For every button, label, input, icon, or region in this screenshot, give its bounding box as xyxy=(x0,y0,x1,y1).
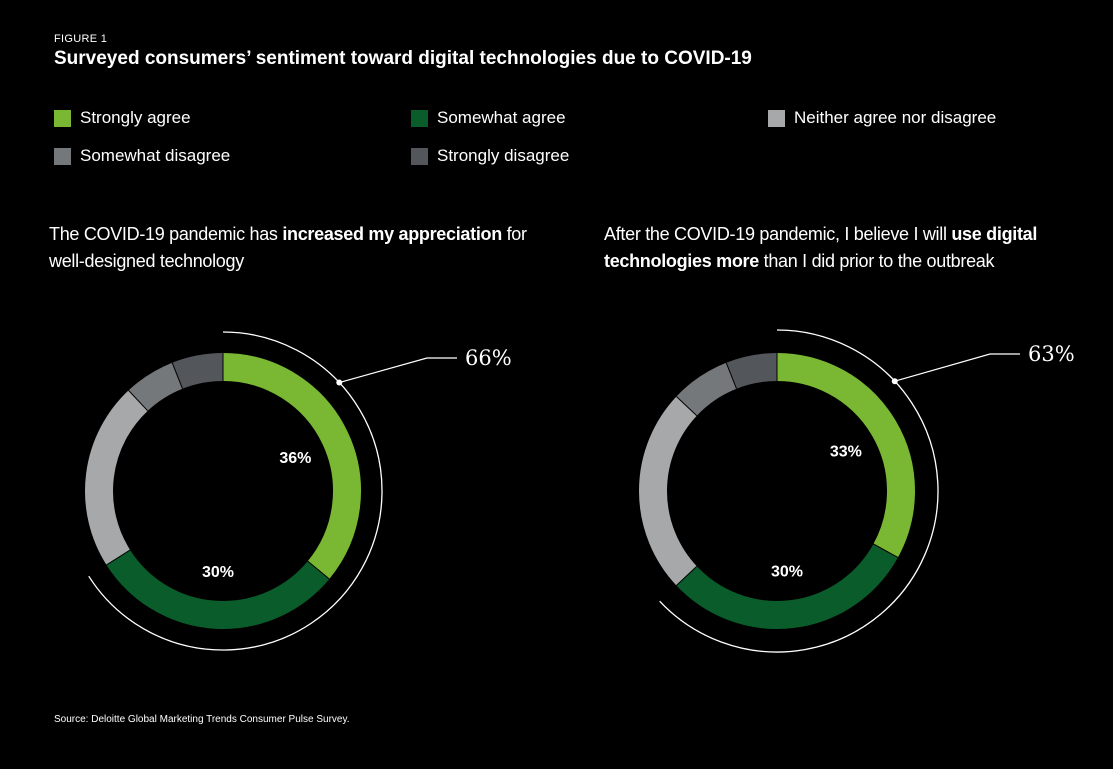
legend: Strongly agree Somewhat agree Neither ag… xyxy=(54,108,1054,178)
legend-item-neither: Neither agree nor disagree xyxy=(768,108,996,128)
chart-1-title: The COVID-19 pandemic has increased my a… xyxy=(49,221,529,275)
leader-line xyxy=(894,353,1020,382)
chart-2-title: After the COVID-19 pandemic, I believe I… xyxy=(604,221,1044,275)
legend-label: Neither agree nor disagree xyxy=(794,108,997,127)
agree-bracket-arc xyxy=(88,331,383,651)
donut-segment-strongly-agree xyxy=(222,353,361,579)
segment-separator xyxy=(676,565,698,586)
donut-segment-somewhat-agree xyxy=(106,549,330,629)
legend-swatch xyxy=(54,147,71,165)
chart-1-title-emphasis: increased my appreciation xyxy=(282,224,502,244)
donut-segment-strongly-agree xyxy=(776,353,915,558)
segment-separator xyxy=(171,362,183,389)
legend-label: Somewhat disagree xyxy=(80,146,231,165)
segment-separator xyxy=(307,560,330,580)
donut-segment-somewhat-disagree xyxy=(676,362,737,417)
segment-separator xyxy=(725,362,737,389)
segment-separator xyxy=(873,543,899,558)
legend-item-somewhat-agree: Somewhat agree xyxy=(411,108,566,128)
legend-swatch xyxy=(54,109,71,127)
segment-label-somewhat-agree: 30% xyxy=(202,564,234,581)
legend-swatch xyxy=(411,109,428,127)
legend-label: Strongly agree xyxy=(80,108,191,127)
donut-segment-strongly-disagree xyxy=(726,353,778,389)
donut-segment-neither xyxy=(639,396,698,586)
legend-item-strongly-agree: Strongly agree xyxy=(54,108,191,128)
chart-1-title-part-1: The COVID-19 pandemic has xyxy=(49,224,283,244)
legend-swatch xyxy=(411,147,428,165)
donut-segment-somewhat-agree xyxy=(676,543,898,629)
donut-segment-neither xyxy=(85,390,148,565)
legend-label: Strongly disagree xyxy=(437,146,570,165)
segment-separator xyxy=(106,549,131,566)
legend-label: Somewhat agree xyxy=(437,108,566,127)
source-note: Source: Deloitte Global Marketing Trends… xyxy=(54,714,350,725)
donut-chart-appreciation: 36% 30% 66% xyxy=(85,331,512,651)
chart-2-title-part-3: than I did prior to the outbreak xyxy=(758,251,995,271)
chart-1-title-part-3: for well-designed technology xyxy=(49,224,527,271)
segment-separator xyxy=(676,396,698,417)
total-agree-label: 66% xyxy=(465,346,512,370)
donut-segment-somewhat-disagree xyxy=(128,362,183,412)
donut-chart-use-more: 33% 30% 63% xyxy=(639,329,1075,653)
legend-swatch xyxy=(768,109,785,127)
segment-separator xyxy=(128,390,149,412)
segment-label-strongly-agree: 33% xyxy=(830,443,862,460)
leader-line xyxy=(339,357,457,384)
chart-2-title-emphasis: use digital technologies more xyxy=(604,224,1038,271)
chart-2-title-part-1: After the COVID-19 pandemic, I believe I… xyxy=(604,224,952,244)
segment-label-somewhat-agree: 30% xyxy=(771,563,803,580)
donut-segment-strongly-disagree xyxy=(172,353,224,389)
figure-label: FIGURE 1 xyxy=(54,33,108,45)
agree-bracket-arc xyxy=(659,329,939,653)
segment-label-strongly-agree: 36% xyxy=(279,450,311,467)
figure-title: Surveyed consumers’ sentiment toward dig… xyxy=(54,48,752,69)
legend-item-somewhat-disagree: Somewhat disagree xyxy=(54,146,230,166)
legend-item-strongly-disagree: Strongly disagree xyxy=(411,146,569,166)
total-agree-label: 63% xyxy=(1028,342,1075,366)
